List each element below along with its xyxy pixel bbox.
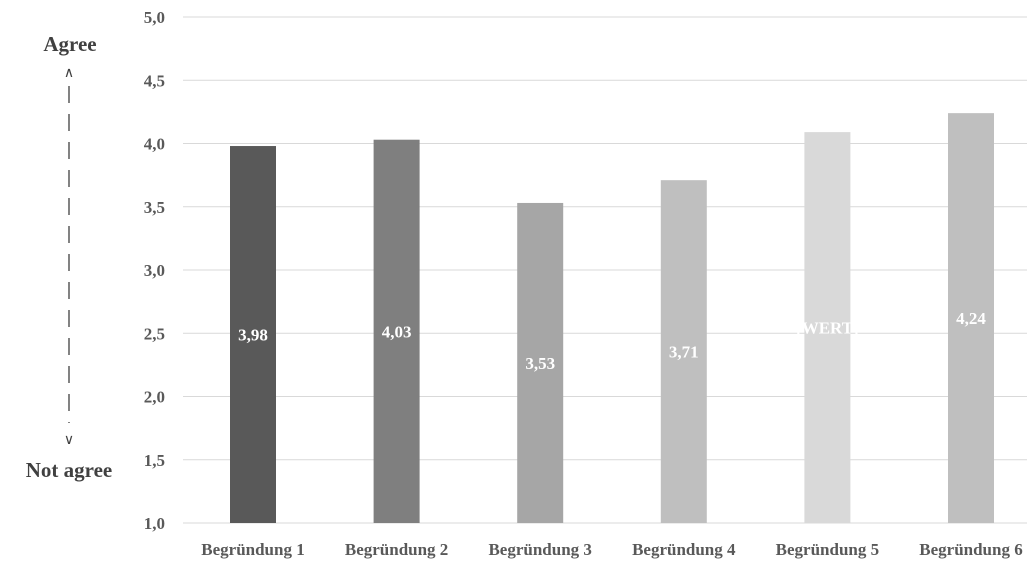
data-label: 4,03: [382, 322, 412, 341]
scale-bottom-label: Not agree: [26, 458, 113, 482]
y-tick-label: 4,0: [144, 135, 165, 154]
arrow-up-icon: ∧: [64, 65, 74, 81]
x-axis-category-labels: Begründung 1 Begründung 2 Begründung 3 Begr…: [201, 540, 1022, 559]
data-label: 3,71: [669, 343, 699, 362]
scale-top-label: Agree: [43, 32, 96, 56]
data-labels: 3,98 4,03 3,53 3,71 [WERT] 4,24: [238, 309, 986, 373]
x-category-label: Begründung 5: [776, 540, 879, 559]
x-category-label: Begründung 6: [919, 540, 1022, 559]
x-category-label: Begründung 2: [345, 540, 448, 559]
y-tick-label: 1,5: [144, 451, 165, 470]
bars: [230, 113, 994, 524]
bar: [373, 139, 420, 523]
y-tick-label: 4,5: [144, 71, 165, 90]
data-label: 3,53: [525, 354, 555, 373]
data-label: 3,98: [238, 326, 268, 345]
bar: [230, 146, 276, 523]
gridlines: [183, 16, 1027, 524]
agreement-scale: Agree ∧ ∨ Not agree: [26, 32, 113, 482]
y-axis-tick-labels: 1,0 1,5 2,0 2,5 3,0 3,5 4,0 4,5 5,0: [144, 8, 165, 533]
data-label: [WERT]: [796, 319, 859, 338]
y-tick-label: 5,0: [144, 8, 165, 27]
x-category-label: Begründung 4: [632, 540, 736, 559]
x-category-label: Begründung 1: [201, 540, 304, 559]
y-tick-label: 1,0: [144, 514, 165, 533]
y-tick-label: 2,0: [144, 388, 165, 407]
x-category-label: Begründung 3: [488, 540, 591, 559]
bar: [660, 180, 707, 523]
bar: [804, 132, 851, 524]
data-label: 4,24: [956, 309, 986, 328]
y-tick-label: 2,5: [144, 324, 165, 343]
y-tick-label: 3,0: [144, 261, 165, 280]
bar: [517, 202, 564, 523]
arrow-down-icon: ∨: [64, 432, 74, 448]
y-tick-label: 3,5: [144, 198, 165, 217]
bar: [948, 113, 994, 523]
